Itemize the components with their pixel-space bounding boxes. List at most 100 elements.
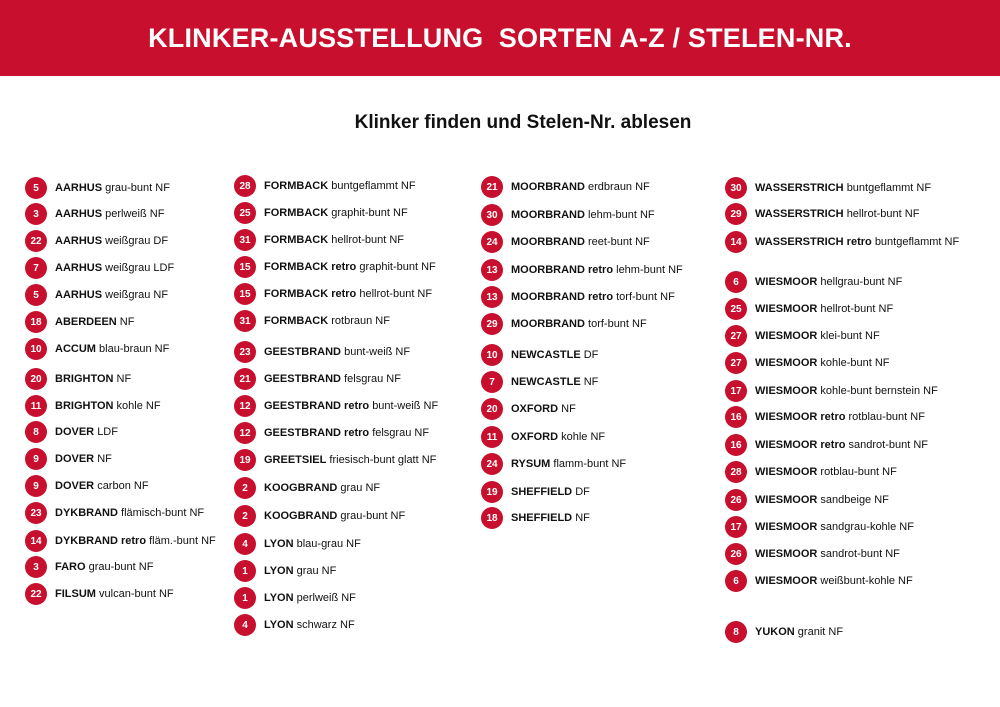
list-item: 4 LYON blau-grau NF bbox=[234, 532, 361, 556]
list-item: 31 FORMBACK rotbraun NF bbox=[234, 309, 390, 333]
list-item: 15 FORMBACK retro graphit-bunt NF bbox=[234, 255, 436, 279]
stele-number-badge: 19 bbox=[234, 449, 256, 471]
brand-name: GREETSIEL bbox=[264, 454, 327, 466]
stele-number-badge: 1 bbox=[234, 560, 256, 582]
clinker-name: FORMBACK graphit-bunt NF bbox=[264, 207, 408, 219]
stele-number-badge: 28 bbox=[725, 461, 747, 483]
brand-name: NEWCASTLE bbox=[511, 349, 581, 361]
variant-name: erdbraun NF bbox=[588, 181, 650, 193]
brand-name: FORMBACK bbox=[264, 315, 329, 327]
stele-number-badge: 13 bbox=[481, 259, 503, 281]
stele-number-badge: 14 bbox=[725, 231, 747, 253]
clinker-name: FORMBACK retro hellrot-bunt NF bbox=[264, 288, 432, 300]
list-item: 15 FORMBACK retro hellrot-bunt NF bbox=[234, 282, 432, 306]
brand-name: AARHUS bbox=[55, 182, 103, 194]
clinker-name: AARHUS grau-bunt NF bbox=[55, 182, 170, 194]
variant-name: felsgrau NF bbox=[344, 373, 401, 385]
brand-name: RYSUM bbox=[511, 458, 551, 470]
variant-name: perlweiß NF bbox=[296, 592, 356, 604]
variant-name: hellgrau-bunt NF bbox=[820, 276, 903, 288]
brand-name: DOVER bbox=[55, 480, 95, 492]
stele-number-badge: 10 bbox=[25, 338, 47, 360]
stele-number-badge: 29 bbox=[725, 203, 747, 225]
brand-name: DYKBRAND bbox=[55, 507, 118, 519]
variant-name: friesisch-bunt glatt NF bbox=[329, 454, 437, 466]
list-item: 9 DOVER NF bbox=[25, 447, 112, 471]
list-item: 14 WASSERSTRICH retro buntgeflammt NF bbox=[725, 230, 959, 254]
brand-name: MOORBRAND retro bbox=[511, 264, 614, 276]
list-item: 18 ABERDEEN NF bbox=[25, 310, 134, 334]
brand-name: AARHUS bbox=[55, 262, 103, 274]
stele-number-badge: 10 bbox=[481, 344, 503, 366]
brand-name: YUKON bbox=[755, 626, 795, 638]
clinker-name: WIESMOOR kohle-bunt NF bbox=[755, 357, 890, 369]
clinker-name: OXFORD NF bbox=[511, 403, 576, 415]
clinker-name: RYSUM flamm-bunt NF bbox=[511, 458, 626, 470]
brand-name: WIESMOOR bbox=[755, 276, 818, 288]
variant-name: kohle-bunt bernstein NF bbox=[820, 385, 938, 397]
variant-name: torf-bunt NF bbox=[588, 318, 647, 330]
list-item: 20 BRIGHTON NF bbox=[25, 367, 131, 391]
variant-name: buntgeflammt NF bbox=[846, 182, 932, 194]
clinker-name: GEESTBRAND felsgrau NF bbox=[264, 373, 401, 385]
variant-name: flamm-bunt NF bbox=[553, 458, 627, 470]
list-item: 13 MOORBRAND retro lehm-bunt NF bbox=[481, 258, 683, 282]
clinker-name: NEWCASTLE NF bbox=[511, 376, 598, 388]
brand-name: WIESMOOR bbox=[755, 357, 818, 369]
stele-number-badge: 23 bbox=[234, 341, 256, 363]
clinker-name: LYON perlweiß NF bbox=[264, 592, 356, 604]
brand-name: LYON bbox=[264, 619, 294, 631]
brand-name: WIESMOOR retro bbox=[755, 411, 846, 423]
brand-name: WIESMOOR retro bbox=[755, 439, 846, 451]
clinker-name: MOORBRAND torf-bunt NF bbox=[511, 318, 647, 330]
header-banner: KLINKER-AUSSTELLUNG SORTEN A-Z / STELEN-… bbox=[0, 0, 1000, 76]
brand-name: WIESMOOR bbox=[755, 330, 818, 342]
stele-number-badge: 3 bbox=[25, 203, 47, 225]
list-item: 21 MOORBRAND erdbraun NF bbox=[481, 175, 650, 199]
variant-name: kohle NF bbox=[561, 431, 606, 443]
clinker-name: DYKBRAND retro fläm.-bunt NF bbox=[55, 535, 216, 547]
clinker-name: WASSERSTRICH buntgeflammt NF bbox=[755, 182, 931, 194]
stele-number-badge: 1 bbox=[234, 587, 256, 609]
variant-name: sandrot-bunt NF bbox=[820, 548, 900, 560]
stele-number-badge: 11 bbox=[481, 426, 503, 448]
stele-number-badge: 13 bbox=[481, 286, 503, 308]
list-item: 30 WASSERSTRICH buntgeflammt NF bbox=[725, 176, 931, 200]
brand-name: MOORBRAND bbox=[511, 318, 585, 330]
stele-number-badge: 25 bbox=[234, 202, 256, 224]
variant-name: sandgrau-kohle NF bbox=[820, 521, 914, 533]
clinker-name: DOVER carbon NF bbox=[55, 480, 149, 492]
stele-number-badge: 17 bbox=[725, 516, 747, 538]
list-item: 5 AARHUS grau-bunt NF bbox=[25, 176, 170, 200]
clinker-name: WIESMOOR retro sandrot-bunt NF bbox=[755, 439, 928, 451]
clinker-name: WIESMOOR sandbeige NF bbox=[755, 494, 889, 506]
variant-name: buntgeflammt NF bbox=[874, 236, 960, 248]
variant-name: blau-grau NF bbox=[296, 538, 361, 550]
brand-name: GEESTBRAND bbox=[264, 346, 342, 358]
stele-number-badge: 27 bbox=[725, 325, 747, 347]
variant-name: granit NF bbox=[797, 626, 844, 638]
variant-name: kohle-bunt NF bbox=[820, 357, 890, 369]
variant-name: perlweiß NF bbox=[105, 208, 165, 220]
clinker-name: DOVER NF bbox=[55, 453, 112, 465]
stele-number-badge: 31 bbox=[234, 229, 256, 251]
stele-number-badge: 2 bbox=[234, 505, 256, 527]
variant-name: NF bbox=[561, 403, 576, 415]
stele-number-badge: 22 bbox=[25, 230, 47, 252]
list-item: 22 FILSUM vulcan-bunt NF bbox=[25, 582, 174, 606]
brand-name: OXFORD bbox=[511, 431, 559, 443]
clinker-name: WIESMOOR weißbunt-kohle NF bbox=[755, 575, 913, 587]
variant-name: NF bbox=[575, 512, 590, 524]
brand-name: FORMBACK retro bbox=[264, 288, 357, 300]
clinker-name: LYON blau-grau NF bbox=[264, 538, 361, 550]
stele-number-badge: 7 bbox=[481, 371, 503, 393]
brand-name: AARHUS bbox=[55, 208, 103, 220]
variant-name: bunt-weiß NF bbox=[372, 400, 439, 412]
brand-name: WIESMOOR bbox=[755, 303, 818, 315]
stele-number-badge: 2 bbox=[234, 477, 256, 499]
variant-name: felsgrau NF bbox=[372, 427, 430, 439]
list-item: 5 AARHUS weißgrau NF bbox=[25, 283, 168, 307]
variant-name: kohle NF bbox=[116, 400, 161, 412]
brand-name: BRIGHTON bbox=[55, 400, 114, 412]
list-item: 12 GEESTBRAND retro felsgrau NF bbox=[234, 421, 429, 445]
